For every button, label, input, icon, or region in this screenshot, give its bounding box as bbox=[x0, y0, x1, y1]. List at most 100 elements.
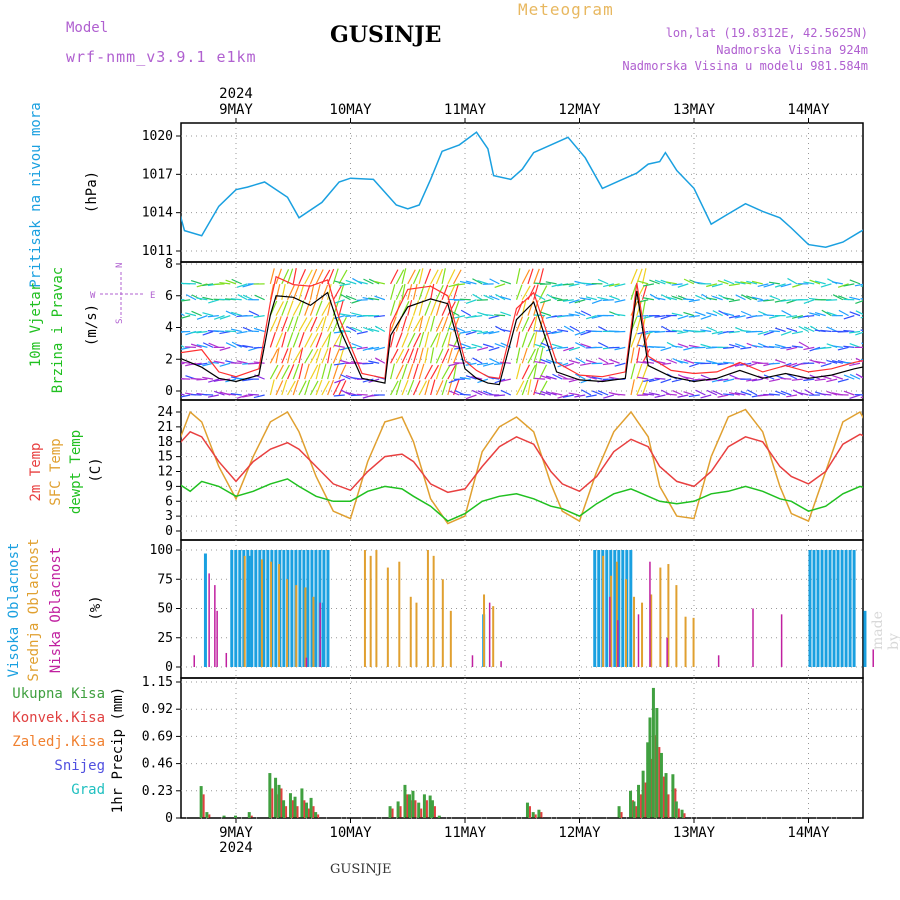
wind-arrow bbox=[225, 279, 237, 285]
wind-arrow bbox=[333, 330, 345, 334]
wind-arrow bbox=[563, 346, 574, 352]
cloud-high-bar bbox=[310, 550, 314, 667]
wind-arrow bbox=[389, 300, 396, 316]
cloud-high-bar bbox=[613, 550, 617, 667]
precip-total-bar bbox=[629, 790, 633, 818]
wind-arrow bbox=[569, 325, 580, 333]
wind-arrow bbox=[527, 379, 532, 396]
precip-legend-0: Ukupna Kisa bbox=[12, 686, 105, 702]
wind-arrow bbox=[345, 295, 357, 301]
precip-total-bar bbox=[648, 717, 652, 818]
cloud-mid-bar bbox=[667, 564, 670, 667]
wind-arrow bbox=[711, 330, 723, 335]
wind-arrow bbox=[407, 299, 413, 316]
wind-arrow bbox=[459, 298, 471, 301]
wind-arrow bbox=[298, 347, 304, 364]
wind-arrow bbox=[230, 393, 242, 396]
wind-arrow bbox=[196, 378, 208, 381]
precip-conv-bar bbox=[640, 794, 643, 818]
cloud-mid-bar bbox=[659, 567, 662, 667]
wind-arrow bbox=[574, 330, 586, 336]
station-title: GUSINJE bbox=[330, 22, 442, 48]
wind-arrow bbox=[563, 362, 574, 368]
precip-conv-bar bbox=[414, 800, 417, 818]
wind-arrow bbox=[395, 332, 403, 348]
wind-arrow bbox=[597, 390, 609, 396]
wind-arrow bbox=[418, 315, 424, 332]
wind-arrow bbox=[585, 315, 597, 320]
wind-arrow bbox=[362, 346, 374, 351]
precip-conv-bar bbox=[425, 800, 428, 818]
wind-arrow bbox=[327, 363, 333, 380]
wind-arrow bbox=[292, 316, 299, 332]
wind-arrow bbox=[333, 394, 345, 397]
wind-arrow bbox=[181, 299, 191, 302]
wind-arrow bbox=[551, 296, 563, 301]
precip-conv-bar bbox=[208, 814, 211, 818]
precip-legend-4: Grad bbox=[71, 782, 105, 798]
wind-arrow bbox=[281, 364, 290, 380]
wind-arrow bbox=[751, 315, 763, 317]
precip-total-bar bbox=[617, 806, 621, 818]
precip-conv-bar bbox=[658, 747, 661, 818]
wind-arrow bbox=[878, 379, 889, 381]
wind-arrow bbox=[447, 331, 452, 348]
precip-total-bar bbox=[428, 795, 432, 818]
wind-arrow bbox=[460, 309, 472, 317]
wind-arrow bbox=[452, 363, 458, 380]
cloud-high-bar bbox=[282, 550, 286, 667]
wind-arrow bbox=[407, 348, 415, 364]
wind-arrow bbox=[327, 284, 332, 300]
wind-arrow bbox=[717, 279, 729, 285]
wind-arrow bbox=[872, 298, 883, 300]
wind-arrow bbox=[389, 284, 396, 300]
wind-arrow bbox=[465, 299, 477, 304]
wind-arrow bbox=[430, 332, 439, 348]
cloud-mid-bar bbox=[602, 555, 605, 667]
cloud-high-bar bbox=[828, 550, 832, 667]
wind-arrow bbox=[521, 285, 531, 301]
wind-arrow bbox=[843, 283, 855, 287]
precip-total-bar bbox=[531, 812, 535, 818]
precip-total-bar bbox=[664, 773, 668, 818]
wind-arrow bbox=[535, 293, 546, 301]
wind-arrow bbox=[269, 283, 275, 300]
wind-arrow bbox=[884, 395, 895, 398]
wind-arrow bbox=[247, 393, 259, 396]
wind-arrow bbox=[717, 394, 729, 398]
wind-arrow bbox=[763, 314, 775, 317]
wind-arrow bbox=[873, 379, 883, 383]
wind-arrow bbox=[769, 295, 781, 301]
wind-arrow bbox=[837, 283, 849, 288]
cloud-high-bar bbox=[824, 550, 828, 667]
wind-arrow bbox=[717, 378, 729, 382]
wind-gust-line bbox=[181, 275, 863, 380]
wind-arrow bbox=[281, 300, 289, 316]
wind-arrow bbox=[181, 315, 191, 319]
wind-arrow bbox=[459, 330, 471, 334]
wind-arrow bbox=[883, 300, 894, 301]
wind-arrow bbox=[181, 393, 185, 396]
cloud-high-bar bbox=[203, 553, 207, 667]
compass-e: E bbox=[150, 291, 155, 301]
wind-arrow bbox=[488, 346, 500, 352]
precip-total-bar bbox=[671, 774, 675, 818]
cloud-low-bar bbox=[488, 602, 491, 667]
wind-arrow bbox=[671, 378, 683, 383]
wind-arrow bbox=[884, 376, 895, 379]
precip-total-bar bbox=[646, 742, 650, 818]
wind-arrow bbox=[843, 345, 855, 348]
cloud-mid-bar bbox=[641, 602, 644, 667]
wind-arrow bbox=[236, 394, 248, 399]
wind-arrow bbox=[803, 299, 815, 305]
compass-n: N bbox=[115, 263, 125, 268]
wind-arrow bbox=[527, 316, 536, 332]
precip-conv-bar bbox=[620, 812, 623, 818]
wind-arrow bbox=[780, 330, 792, 336]
wind-arrow bbox=[500, 311, 511, 317]
wind-arrow bbox=[196, 297, 208, 301]
wind-arrow bbox=[883, 331, 894, 332]
wind-arrow bbox=[557, 394, 569, 399]
wind-arrow bbox=[540, 390, 552, 396]
cloud-high-bar bbox=[836, 550, 840, 667]
